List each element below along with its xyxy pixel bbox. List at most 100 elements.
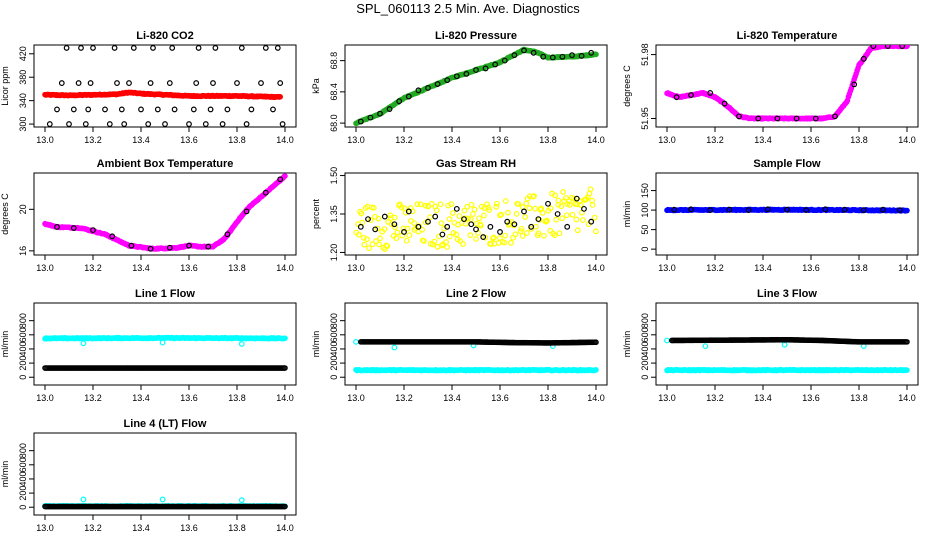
y-tick-label: 800 <box>640 313 650 328</box>
chart-title: Line 2 Flow <box>446 288 506 300</box>
data-point <box>577 202 584 208</box>
data-point <box>547 205 554 212</box>
data-point <box>421 238 427 244</box>
data-point <box>707 207 714 213</box>
series-2 <box>671 206 903 213</box>
data-point <box>398 204 405 211</box>
data-point <box>526 205 533 212</box>
data-point <box>745 207 752 213</box>
y-tick-label: 20 <box>18 204 28 214</box>
data-point <box>822 206 829 213</box>
y-tick-label: 400 <box>329 341 339 356</box>
x-tick-label: 13.0 <box>36 523 54 533</box>
data-point <box>422 202 429 209</box>
x-tick-label: 14.0 <box>898 263 916 273</box>
data-point <box>755 115 762 122</box>
data-point <box>448 201 455 208</box>
data-point <box>477 222 484 229</box>
series-1 <box>42 173 288 252</box>
data-point <box>870 45 877 49</box>
data-point <box>549 54 556 61</box>
y-tick-label: 800 <box>18 443 28 458</box>
data-point <box>87 80 94 86</box>
data-point <box>400 225 407 232</box>
data-point <box>162 121 168 127</box>
data-point <box>150 45 156 51</box>
data-point <box>484 201 490 208</box>
series-2 <box>357 47 595 125</box>
y-axis-label: ml/min <box>311 331 321 358</box>
data-point <box>171 106 178 113</box>
x-tick-label: 13.0 <box>347 135 365 145</box>
data-point <box>415 223 422 230</box>
chart-panel-6: Sample Flow ml/min 13.0 13.2 13.4 13.6 13.8 14.… <box>622 158 919 273</box>
data-point <box>190 106 197 113</box>
data-point <box>394 229 401 236</box>
x-tick-label: 13.6 <box>180 135 198 145</box>
data-point <box>523 200 530 207</box>
x-tick-label: 13.6 <box>180 523 198 533</box>
x-tick-label: 13.2 <box>706 135 724 145</box>
x-tick-label: 13.4 <box>754 135 772 145</box>
data-point <box>357 223 364 230</box>
data-point <box>417 201 424 208</box>
data-point <box>224 106 231 113</box>
data-point <box>535 230 542 237</box>
data-point <box>564 223 571 230</box>
plot-frame <box>655 172 919 256</box>
data-point <box>446 216 453 222</box>
data-point <box>573 195 580 202</box>
data-point <box>85 106 92 113</box>
data-point <box>555 197 562 204</box>
data-point <box>78 45 84 51</box>
data-point <box>519 233 526 239</box>
data-point <box>63 45 70 51</box>
y-tick-label: 16 <box>18 246 28 256</box>
data-point <box>409 208 416 215</box>
data-point <box>896 207 903 213</box>
data-point <box>518 225 525 232</box>
data-point <box>405 208 412 215</box>
x-tick-label: 14.0 <box>898 393 916 403</box>
data-point <box>438 220 445 227</box>
data-point <box>90 227 96 233</box>
plot-area <box>353 338 599 374</box>
data-point <box>504 218 511 225</box>
data-point <box>166 80 173 86</box>
data-point <box>784 206 790 213</box>
data-point <box>373 238 379 245</box>
y-tick-label: 380 <box>18 70 28 85</box>
data-point <box>521 208 527 215</box>
data-point <box>428 200 435 207</box>
data-point <box>453 73 460 80</box>
data-point <box>544 217 550 224</box>
data-point <box>243 208 250 215</box>
data-point <box>528 225 535 232</box>
data-point <box>361 241 368 248</box>
outlier-point <box>391 344 398 351</box>
data-point <box>186 242 192 249</box>
data-point <box>279 121 286 127</box>
x-tick-label: 14.0 <box>276 263 294 273</box>
data-point <box>574 227 581 234</box>
data-point <box>377 235 384 242</box>
data-point <box>497 229 503 235</box>
series-1 <box>42 334 288 347</box>
data-point <box>391 214 398 221</box>
data-point <box>427 214 434 221</box>
data-point <box>388 221 395 227</box>
data-point <box>592 228 599 235</box>
outlier-point <box>238 497 245 504</box>
data-point <box>381 213 388 220</box>
x-tick-label: 13.2 <box>84 263 102 273</box>
data-point <box>487 223 494 230</box>
series-2 <box>42 365 288 371</box>
y-axis-label: ml/min <box>622 331 632 358</box>
y-tick-label: 600 <box>640 327 650 342</box>
data-point <box>277 80 284 86</box>
data-point <box>210 80 216 86</box>
y-tick-label: 300 <box>18 117 28 132</box>
data-point <box>445 202 452 209</box>
data-point <box>444 244 450 250</box>
data-point <box>431 238 438 245</box>
